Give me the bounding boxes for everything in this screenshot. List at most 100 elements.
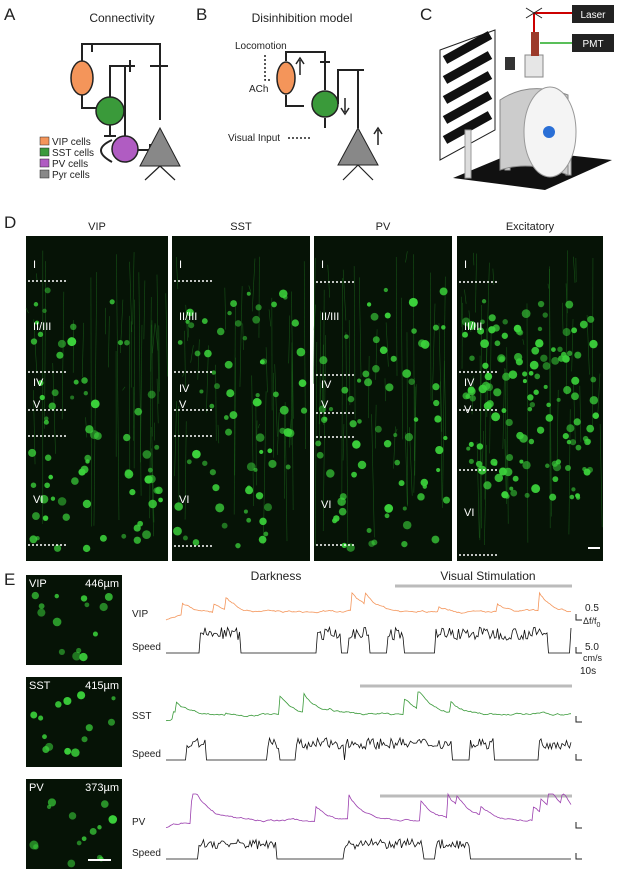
panel-letter: B bbox=[196, 5, 207, 24]
cell bbox=[188, 322, 195, 329]
cell bbox=[77, 691, 86, 700]
dendrite bbox=[276, 412, 280, 455]
layer-label: II/III bbox=[321, 311, 339, 323]
cell bbox=[99, 602, 108, 612]
cell bbox=[579, 320, 588, 329]
cell bbox=[565, 465, 572, 472]
cell bbox=[384, 312, 391, 319]
cell bbox=[531, 484, 541, 494]
dendrite bbox=[345, 332, 349, 546]
cell bbox=[246, 517, 252, 523]
cell bbox=[185, 319, 190, 324]
cell bbox=[371, 539, 378, 546]
cell bbox=[177, 340, 183, 345]
cell bbox=[37, 331, 44, 338]
cell bbox=[485, 383, 494, 392]
layer-label: VI bbox=[321, 499, 331, 511]
cell bbox=[71, 477, 79, 485]
cell bbox=[498, 467, 507, 476]
cell bbox=[53, 544, 62, 552]
cell bbox=[76, 840, 82, 846]
cell bbox=[44, 416, 49, 421]
image-depth: 373µm bbox=[85, 782, 119, 794]
image-label: SST bbox=[29, 680, 51, 692]
image-title: Excitatory bbox=[506, 221, 555, 233]
row-label: PV bbox=[132, 817, 146, 828]
cell bbox=[551, 347, 556, 352]
dendrite bbox=[556, 389, 559, 463]
dendrite bbox=[152, 323, 156, 354]
cell bbox=[296, 347, 306, 357]
cell bbox=[90, 399, 100, 409]
dendrite bbox=[444, 360, 447, 436]
cell bbox=[506, 454, 514, 462]
cell bbox=[484, 372, 493, 381]
cell bbox=[475, 460, 483, 468]
cell bbox=[393, 432, 398, 438]
cell bbox=[569, 439, 577, 446]
dendrite bbox=[158, 325, 160, 392]
dendrite bbox=[318, 382, 322, 425]
cell bbox=[529, 360, 539, 370]
cell bbox=[366, 528, 372, 534]
cell bbox=[505, 418, 513, 427]
cell bbox=[585, 438, 592, 445]
row-label: VIP bbox=[132, 609, 148, 620]
cell bbox=[319, 356, 328, 365]
cell bbox=[117, 339, 124, 346]
cell bbox=[124, 469, 132, 477]
cell bbox=[104, 592, 113, 601]
cell bbox=[411, 328, 417, 334]
cell bbox=[57, 339, 66, 348]
cell bbox=[298, 379, 307, 388]
cell bbox=[469, 395, 476, 402]
cell bbox=[540, 354, 548, 362]
label: PMT bbox=[582, 39, 603, 50]
dendrite bbox=[322, 344, 324, 408]
cell bbox=[28, 448, 37, 457]
cell bbox=[54, 593, 59, 599]
panel-letter: A bbox=[4, 5, 16, 24]
cell bbox=[512, 475, 519, 482]
cell bbox=[272, 391, 279, 398]
cell bbox=[55, 701, 62, 708]
panel-title: Connectivity bbox=[89, 11, 154, 25]
scale-subscript: 0 bbox=[597, 622, 601, 629]
layer-label: I bbox=[179, 259, 182, 271]
legend-swatch bbox=[39, 136, 50, 146]
cell bbox=[357, 419, 362, 424]
scale-unit: Δf/f bbox=[583, 616, 597, 626]
cell bbox=[129, 489, 136, 496]
cell bbox=[510, 489, 518, 497]
cell bbox=[542, 312, 548, 318]
dendrite bbox=[156, 378, 159, 424]
cell bbox=[462, 331, 469, 338]
dendrite bbox=[358, 277, 362, 378]
cell bbox=[186, 459, 192, 465]
cell bbox=[468, 441, 474, 447]
cell bbox=[323, 416, 328, 421]
cell bbox=[356, 378, 362, 383]
layer-label: V bbox=[321, 399, 329, 411]
cell bbox=[318, 405, 327, 413]
dendrite bbox=[342, 269, 347, 321]
cell bbox=[338, 507, 347, 516]
dendrite bbox=[342, 424, 345, 461]
dendrite bbox=[33, 319, 38, 374]
dendrite bbox=[476, 442, 480, 538]
label: Laser bbox=[580, 10, 606, 21]
dendrite bbox=[368, 356, 370, 419]
cell bbox=[82, 544, 91, 553]
micrograph bbox=[26, 575, 122, 665]
cell bbox=[402, 506, 407, 511]
cell bbox=[571, 376, 580, 385]
dendrite bbox=[405, 251, 408, 263]
cell bbox=[349, 420, 357, 428]
scale-tick bbox=[575, 822, 582, 829]
cell bbox=[133, 536, 141, 544]
cell bbox=[31, 591, 40, 600]
cell bbox=[435, 445, 444, 455]
dendrite bbox=[155, 324, 159, 351]
dendrite bbox=[484, 444, 487, 546]
cell bbox=[121, 533, 127, 539]
